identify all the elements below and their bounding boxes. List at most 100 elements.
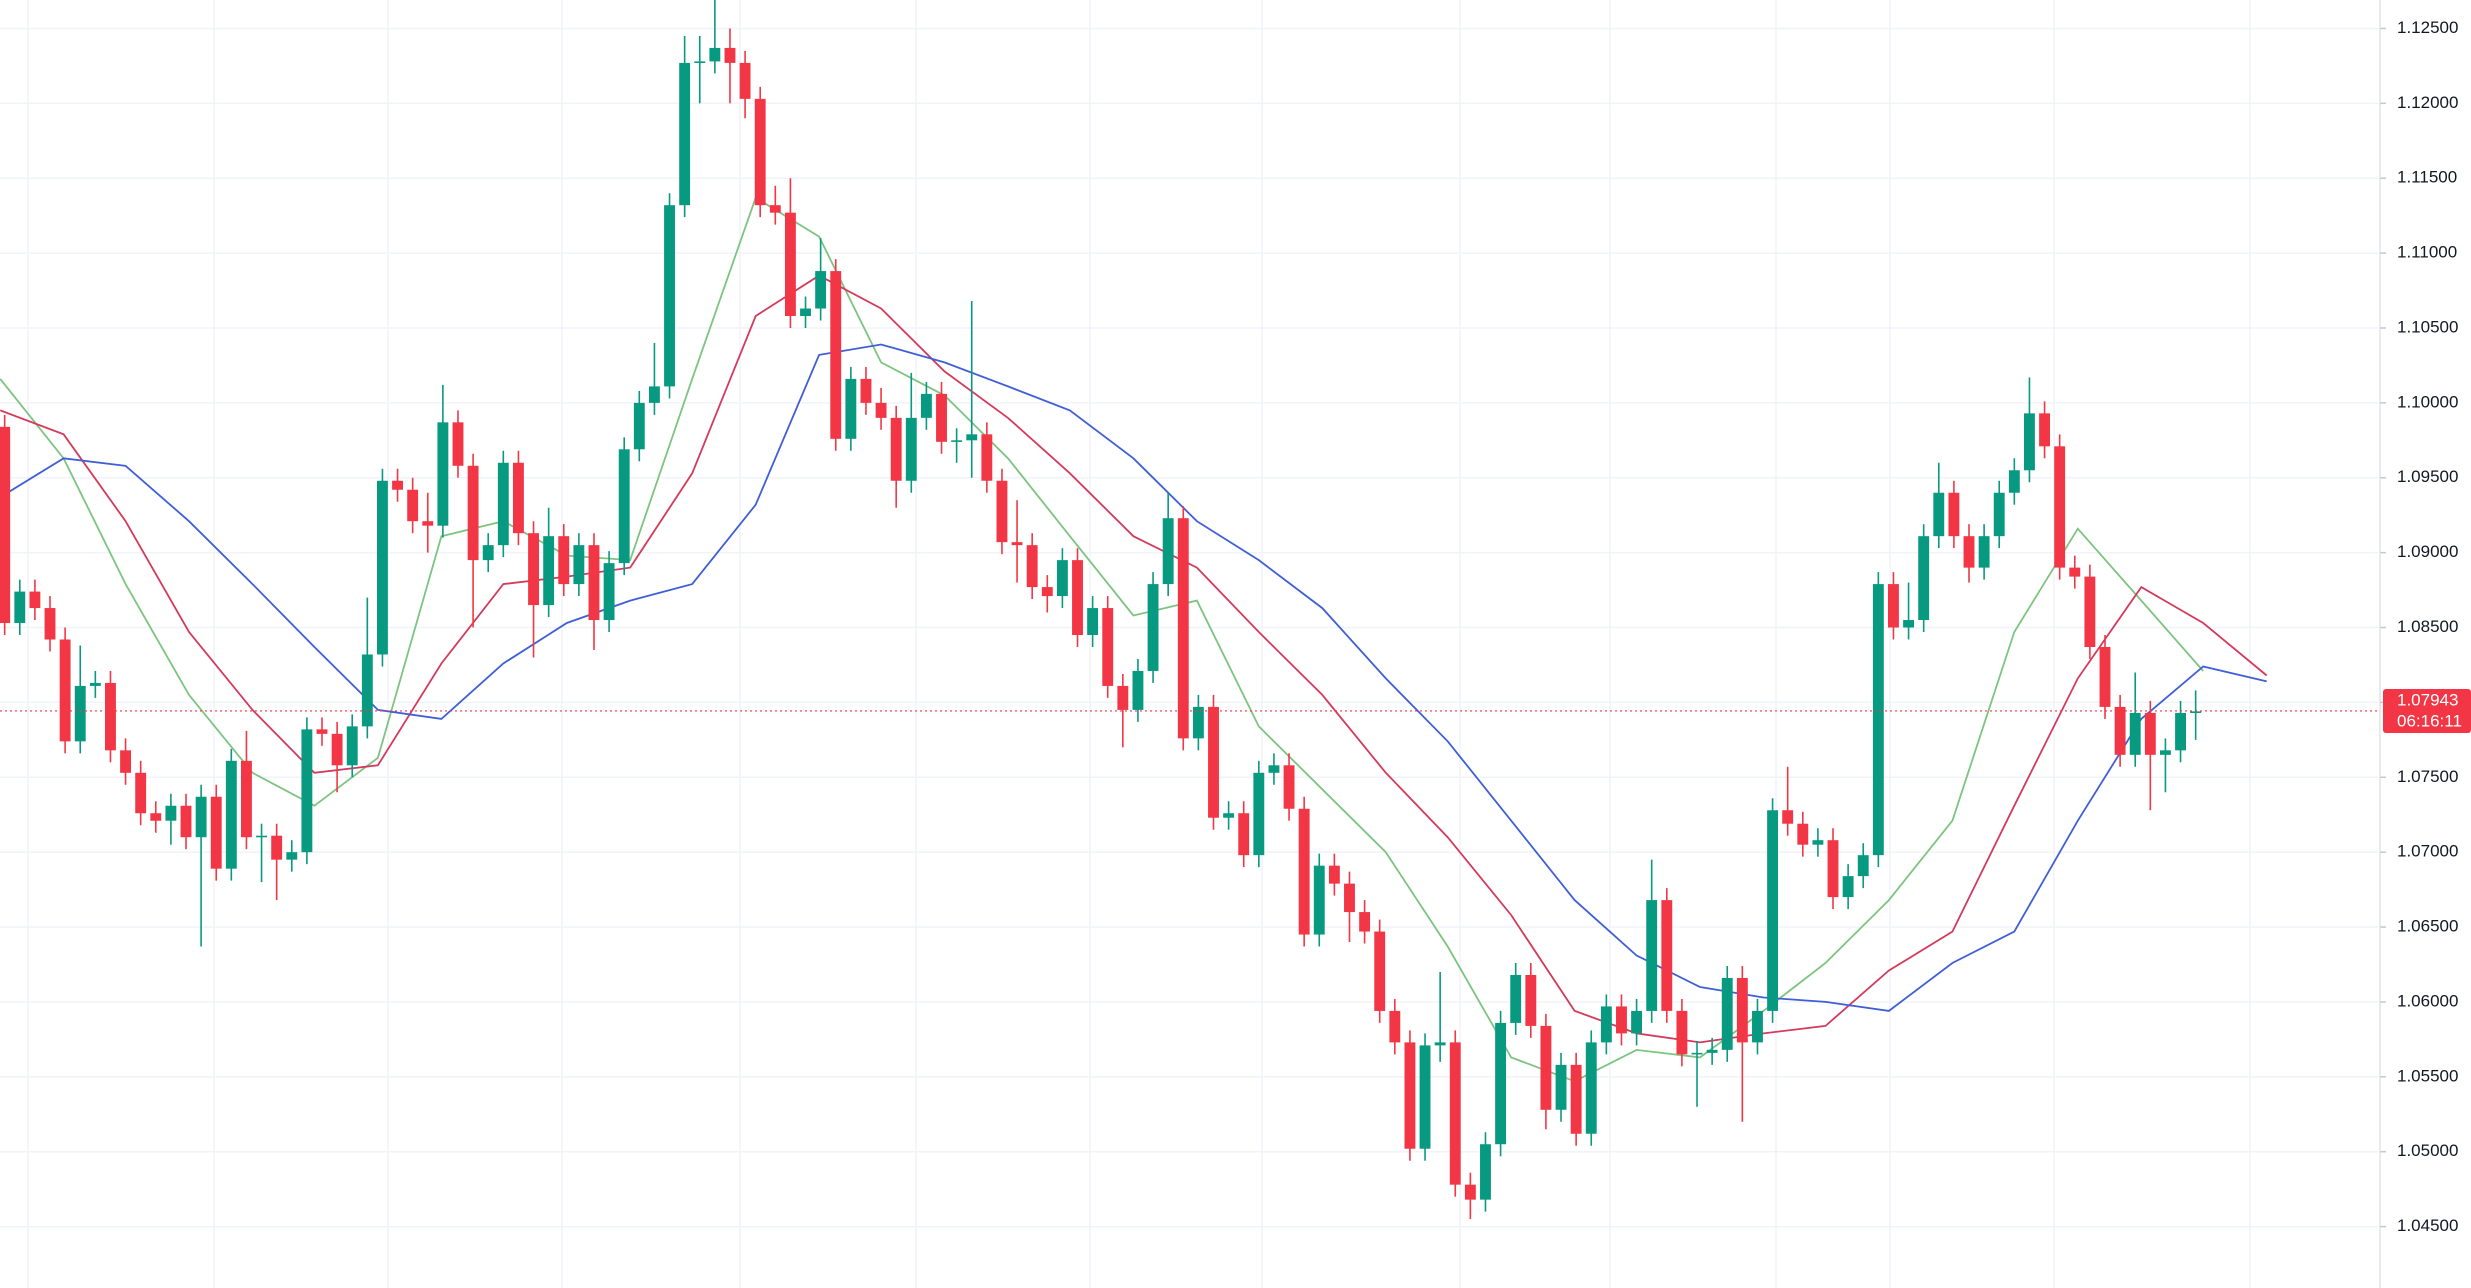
candle-body bbox=[1026, 545, 1038, 588]
candle-body bbox=[830, 271, 842, 439]
candle-body bbox=[271, 835, 283, 860]
candle-body bbox=[1011, 542, 1023, 546]
y-tick-label: 1.09500 bbox=[2397, 467, 2458, 486]
candle-body bbox=[1812, 840, 1824, 845]
candle-body bbox=[920, 393, 932, 418]
candle-body bbox=[1177, 518, 1189, 739]
candle-body bbox=[44, 608, 56, 640]
candle-body bbox=[1268, 765, 1280, 773]
candle-body bbox=[966, 434, 978, 441]
y-tick-label: 1.07500 bbox=[2397, 767, 2458, 786]
candle-body bbox=[2084, 576, 2096, 647]
candle-body bbox=[1147, 584, 1159, 671]
candle-body bbox=[316, 729, 328, 734]
candle-body bbox=[59, 639, 71, 742]
candle-body bbox=[800, 308, 811, 317]
candle-body bbox=[467, 465, 479, 561]
candle-body bbox=[1555, 1064, 1567, 1110]
moving-average-line bbox=[0, 274, 2268, 1044]
candle-body bbox=[1253, 772, 1265, 856]
countdown-label: 06:16:11 bbox=[2397, 711, 2462, 730]
candle-body bbox=[1525, 974, 1537, 1026]
candle-body bbox=[210, 796, 222, 869]
candle-body bbox=[1298, 808, 1310, 935]
candle-body bbox=[543, 536, 555, 606]
candle-body bbox=[679, 62, 691, 206]
candle-body bbox=[890, 417, 902, 481]
candle-body bbox=[1691, 1052, 1703, 1055]
candle-body bbox=[2144, 712, 2156, 755]
moving-average-line bbox=[0, 343, 2267, 1012]
candle-body bbox=[1192, 706, 1204, 739]
y-tick-label: 1.10500 bbox=[2397, 317, 2458, 336]
candle-body bbox=[452, 422, 464, 466]
candle-body bbox=[1752, 1010, 1763, 1043]
candle-body bbox=[2069, 567, 2081, 577]
candle-body bbox=[1570, 1064, 1582, 1134]
candle-body bbox=[1404, 1042, 1416, 1149]
y-tick-label: 1.12000 bbox=[2397, 93, 2458, 112]
candle-body bbox=[392, 480, 403, 490]
candle-body bbox=[286, 852, 298, 860]
candle-body bbox=[1872, 584, 1884, 856]
candle-body bbox=[512, 462, 524, 534]
candle-body bbox=[301, 729, 313, 853]
candle-body bbox=[422, 521, 434, 526]
candle-body bbox=[1132, 670, 1144, 710]
candle-body bbox=[2159, 750, 2171, 755]
y-tick-label: 1.08500 bbox=[2397, 617, 2458, 636]
candle-body bbox=[1948, 492, 1960, 537]
y-tick-label: 1.12500 bbox=[2397, 18, 2458, 37]
candle-body bbox=[1313, 865, 1325, 935]
candle-body bbox=[936, 393, 947, 442]
y-tick-label: 1.09000 bbox=[2397, 542, 2458, 561]
candle-body bbox=[875, 402, 887, 418]
candle-body bbox=[361, 654, 373, 727]
candle-body bbox=[1434, 1042, 1446, 1046]
y-tick-label: 1.11500 bbox=[2397, 168, 2457, 187]
candle-body bbox=[1888, 584, 1899, 628]
candle-body bbox=[1933, 492, 1945, 537]
y-tick-label: 1.10000 bbox=[2397, 392, 2458, 411]
candle-body bbox=[981, 434, 993, 481]
candle-body bbox=[1993, 492, 2005, 537]
candle-body bbox=[1903, 620, 1915, 628]
candle-body bbox=[0, 426, 11, 624]
candle-body bbox=[1374, 931, 1386, 1011]
candle-body bbox=[664, 205, 675, 387]
candle-body bbox=[558, 536, 570, 585]
candle-body bbox=[694, 61, 706, 64]
candle-body bbox=[1540, 1025, 1552, 1110]
candle-body bbox=[1162, 518, 1174, 585]
candle-body bbox=[754, 98, 766, 206]
candle-body bbox=[648, 386, 660, 403]
candle-body bbox=[74, 685, 86, 742]
candle-body bbox=[2054, 446, 2066, 568]
candle-body bbox=[105, 682, 116, 751]
candle-body bbox=[1978, 536, 1990, 568]
candle-body bbox=[1359, 912, 1371, 932]
candle-body bbox=[2114, 706, 2126, 755]
candle-body bbox=[2008, 470, 2020, 493]
y-tick-label: 1.07000 bbox=[2397, 842, 2458, 861]
candle-body bbox=[1344, 883, 1355, 913]
candle-body bbox=[437, 422, 449, 526]
candle-body bbox=[573, 545, 585, 585]
candle-body bbox=[225, 760, 237, 869]
candle-body bbox=[1087, 608, 1099, 636]
candle-body bbox=[1238, 813, 1250, 856]
candle-body bbox=[1510, 974, 1522, 1023]
candle-body bbox=[951, 440, 963, 442]
candle-body bbox=[1631, 1010, 1643, 1034]
candle-body bbox=[1117, 685, 1129, 710]
candle-body bbox=[165, 805, 177, 821]
candle-body bbox=[1767, 810, 1779, 1011]
last-price-box bbox=[2383, 688, 2471, 733]
candle-body bbox=[407, 489, 419, 522]
candle-body bbox=[256, 835, 267, 838]
candle-body bbox=[1495, 1022, 1507, 1145]
candle-body bbox=[709, 47, 721, 62]
candle-body bbox=[2099, 646, 2111, 707]
candle-body bbox=[1328, 865, 1340, 884]
